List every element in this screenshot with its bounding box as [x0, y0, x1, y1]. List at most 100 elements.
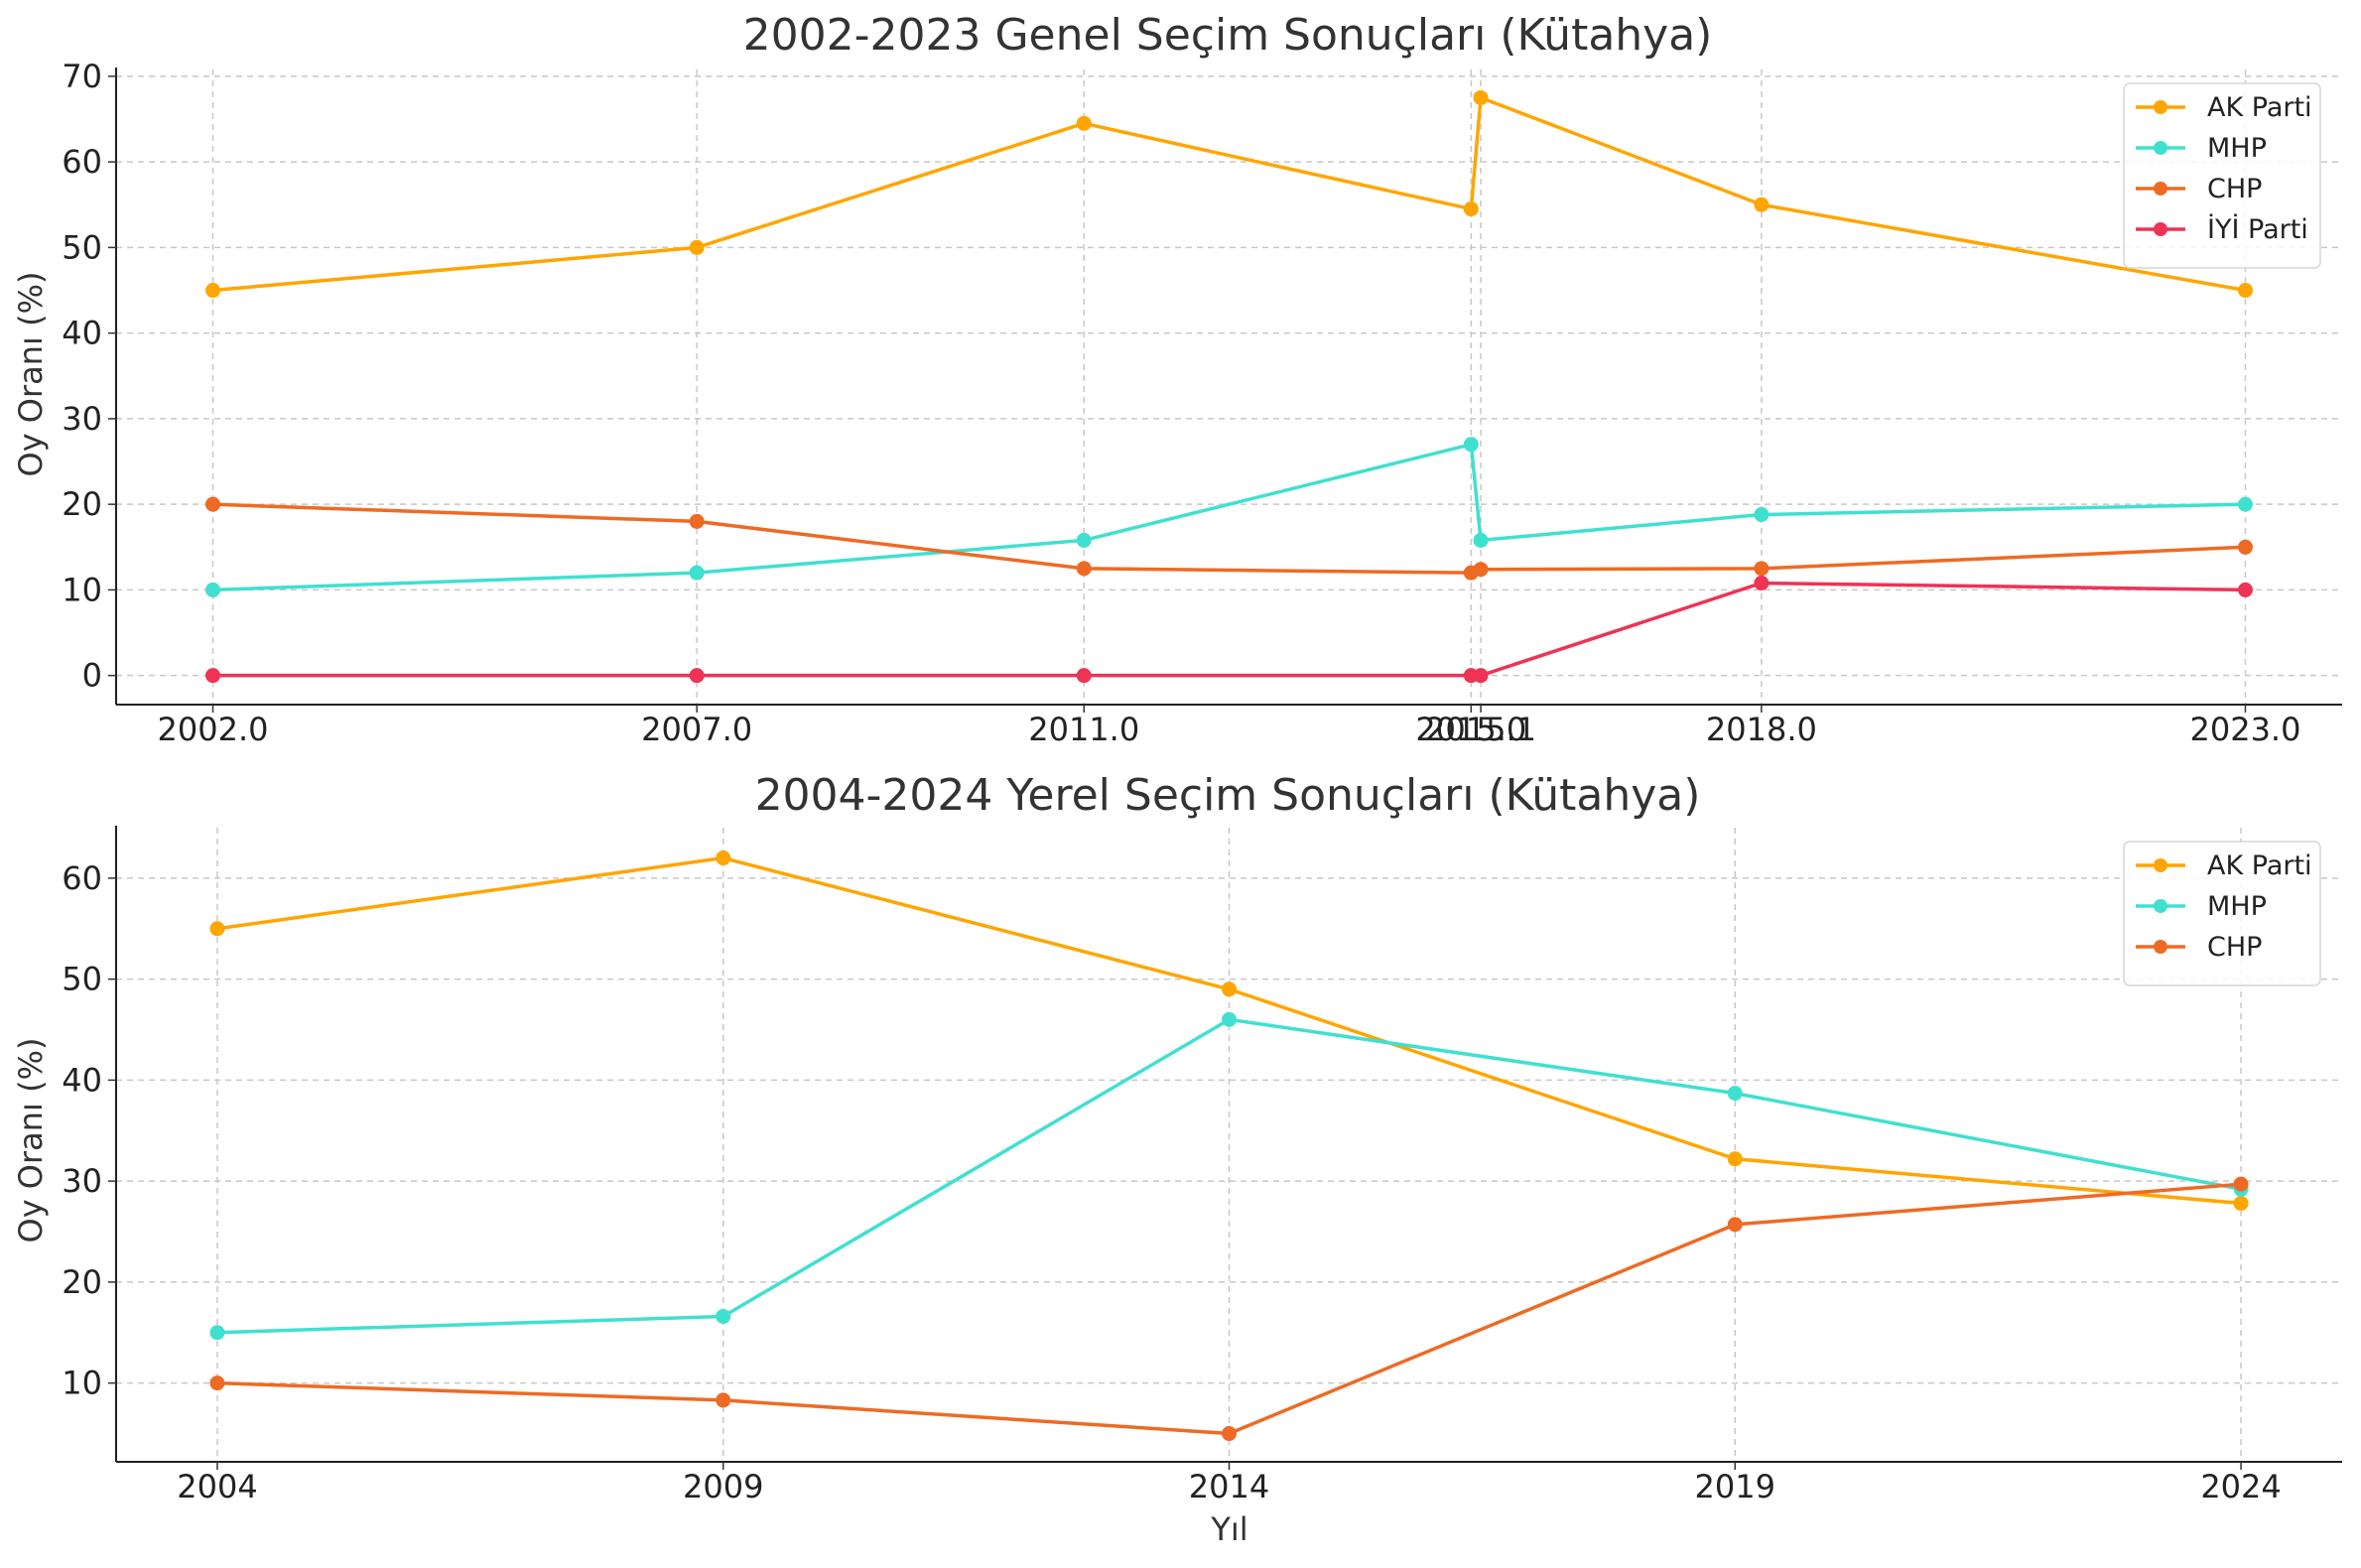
- y-tick-label: 30: [62, 1162, 102, 1200]
- data-point-mhp: [689, 565, 705, 581]
- x-tick-label: 2018.0: [1706, 711, 1817, 748]
- legend-box: [2123, 841, 2321, 986]
- y-tick-label: 30: [62, 400, 102, 438]
- data-point-i-yi-parti: [205, 668, 221, 684]
- data-point-chp: [1076, 561, 1092, 577]
- data-point-mhp: [716, 1308, 731, 1324]
- data-point-chp: [716, 1392, 731, 1408]
- series-line-mhp: [212, 443, 2246, 592]
- y-tick-label: 0: [82, 657, 102, 695]
- data-point-i-yi-parti: [1076, 668, 1092, 684]
- data-point-chp: [2233, 1176, 2249, 1192]
- data-point-ak-parti: [2237, 283, 2253, 299]
- data-point-mhp: [2237, 496, 2253, 512]
- data-point-ak-parti: [1754, 196, 1770, 212]
- legend: AK Parti MHP CHP İYİ Parti: [2123, 82, 2321, 269]
- y-tick-label: 40: [62, 315, 102, 352]
- y-tick-label: 40: [62, 1061, 102, 1099]
- data-point-chp: [1222, 1426, 1237, 1442]
- plot-area: [205, 89, 2253, 684]
- y-tick-label: 70: [62, 58, 102, 95]
- x-tick-label: 2015.1: [1425, 711, 1536, 748]
- x-tick-label: 2009: [683, 1468, 763, 1505]
- legend-label-mhp: MHP: [2207, 891, 2267, 922]
- data-point-mhp: [1727, 1086, 1743, 1102]
- axes: [115, 67, 2342, 706]
- data-point-ak-parti: [1222, 981, 1237, 997]
- grid: [116, 69, 2342, 705]
- data-point-mhp: [1754, 507, 1770, 523]
- data-point-chp: [1754, 561, 1770, 577]
- data-point-ak-parti: [689, 239, 705, 255]
- x-tick-label: 2023.0: [2189, 711, 2300, 748]
- x-tick-label: 2019: [1695, 1468, 1775, 1505]
- y-tick-label: 10: [62, 1365, 102, 1402]
- ticks: 2004 2009 2014 2019 2024 10 20 30 40 50 60: [62, 859, 2281, 1505]
- legend-marker-i-yi-parti: [2154, 222, 2167, 236]
- series-line-i-yi-parti: [212, 581, 2246, 678]
- legend-box: [2123, 82, 2321, 269]
- plot-area: [209, 850, 2249, 1442]
- y-tick-label: 60: [62, 143, 102, 181]
- data-point-chp: [1727, 1217, 1743, 1233]
- legend-marker-ak-parti: [2154, 100, 2167, 114]
- y-axis-label: Oy Oranı (%): [12, 272, 50, 477]
- grid: [116, 828, 2342, 1462]
- data-point-ak-parti: [1076, 115, 1092, 131]
- y-axis-label: Oy Oranı (%): [12, 1038, 50, 1243]
- data-point-ak-parti: [1727, 1151, 1743, 1167]
- legend: AK Parti MHP CHP: [2123, 841, 2321, 986]
- legend-label-ak-parti: AK Parti: [2207, 92, 2312, 123]
- y-tick-label: 10: [62, 571, 102, 608]
- legend-label-i-yi-parti: İYİ Parti: [2207, 213, 2308, 245]
- data-point-chp: [689, 513, 705, 529]
- y-tick-label: 60: [62, 859, 102, 897]
- legend-marker-mhp: [2154, 899, 2167, 913]
- legend-marker-chp: [2154, 940, 2167, 954]
- legend-label-mhp: MHP: [2207, 133, 2267, 164]
- x-tick-label: 2002.0: [158, 711, 269, 748]
- series-line-ak-parti: [212, 95, 2246, 293]
- legend-label-chp: CHP: [2207, 932, 2262, 963]
- x-tick-label: 2015.0: [1415, 711, 1526, 748]
- x-tick-label: 2024: [2200, 1468, 2281, 1505]
- series-line-chp: [212, 502, 2246, 575]
- y-tick-label: 20: [62, 1263, 102, 1301]
- legend-marker-chp: [2154, 182, 2167, 196]
- data-point-i-yi-parti: [1473, 668, 1489, 684]
- x-tick-label: 2007.0: [641, 711, 752, 748]
- data-point-i-yi-parti: [1754, 576, 1770, 591]
- data-point-mhp: [1076, 532, 1092, 548]
- local-election-chart: 2004-2024 Yerel Seçim Sonuçları (Kütahya…: [12, 770, 2342, 1548]
- data-point-ak-parti: [209, 921, 225, 937]
- data-point-ak-parti: [1463, 201, 1479, 217]
- general-election-chart: 2002-2023 Genel Seçim Sonuçları (Kütahya…: [12, 10, 2342, 748]
- x-tick-label: 2014: [1189, 1468, 1269, 1505]
- data-point-chp: [209, 1375, 225, 1391]
- data-point-ak-parti: [2233, 1196, 2249, 1212]
- data-point-mhp: [209, 1325, 225, 1341]
- chart-title: 2004-2024 Yerel Seçim Sonuçları (Kütahya…: [755, 770, 1701, 821]
- data-point-ak-parti: [1473, 89, 1489, 105]
- legend-marker-mhp: [2154, 141, 2167, 155]
- x-axis-label: Yıl: [1210, 1510, 1247, 1548]
- data-point-mhp: [205, 582, 221, 597]
- data-point-ak-parti: [716, 850, 731, 866]
- legend-label-ak-parti: AK Parti: [2207, 850, 2312, 881]
- data-point-i-yi-parti: [2237, 582, 2253, 597]
- data-point-ak-parti: [205, 283, 221, 299]
- data-point-chp: [2237, 539, 2253, 555]
- chart-title: 2002-2023 Genel Seçim Sonuçları (Kütahya…: [743, 10, 1713, 61]
- data-point-chp: [1473, 562, 1489, 578]
- legend-label-chp: CHP: [2207, 174, 2262, 204]
- data-point-mhp: [1222, 1011, 1237, 1027]
- y-tick-label: 50: [62, 961, 102, 998]
- y-tick-label: 20: [62, 485, 102, 523]
- x-tick-label: 2004: [177, 1468, 257, 1505]
- data-point-i-yi-parti: [689, 668, 705, 684]
- data-point-mhp: [1463, 437, 1479, 453]
- data-point-chp: [205, 496, 221, 512]
- x-tick-label: 2011.0: [1028, 711, 1139, 748]
